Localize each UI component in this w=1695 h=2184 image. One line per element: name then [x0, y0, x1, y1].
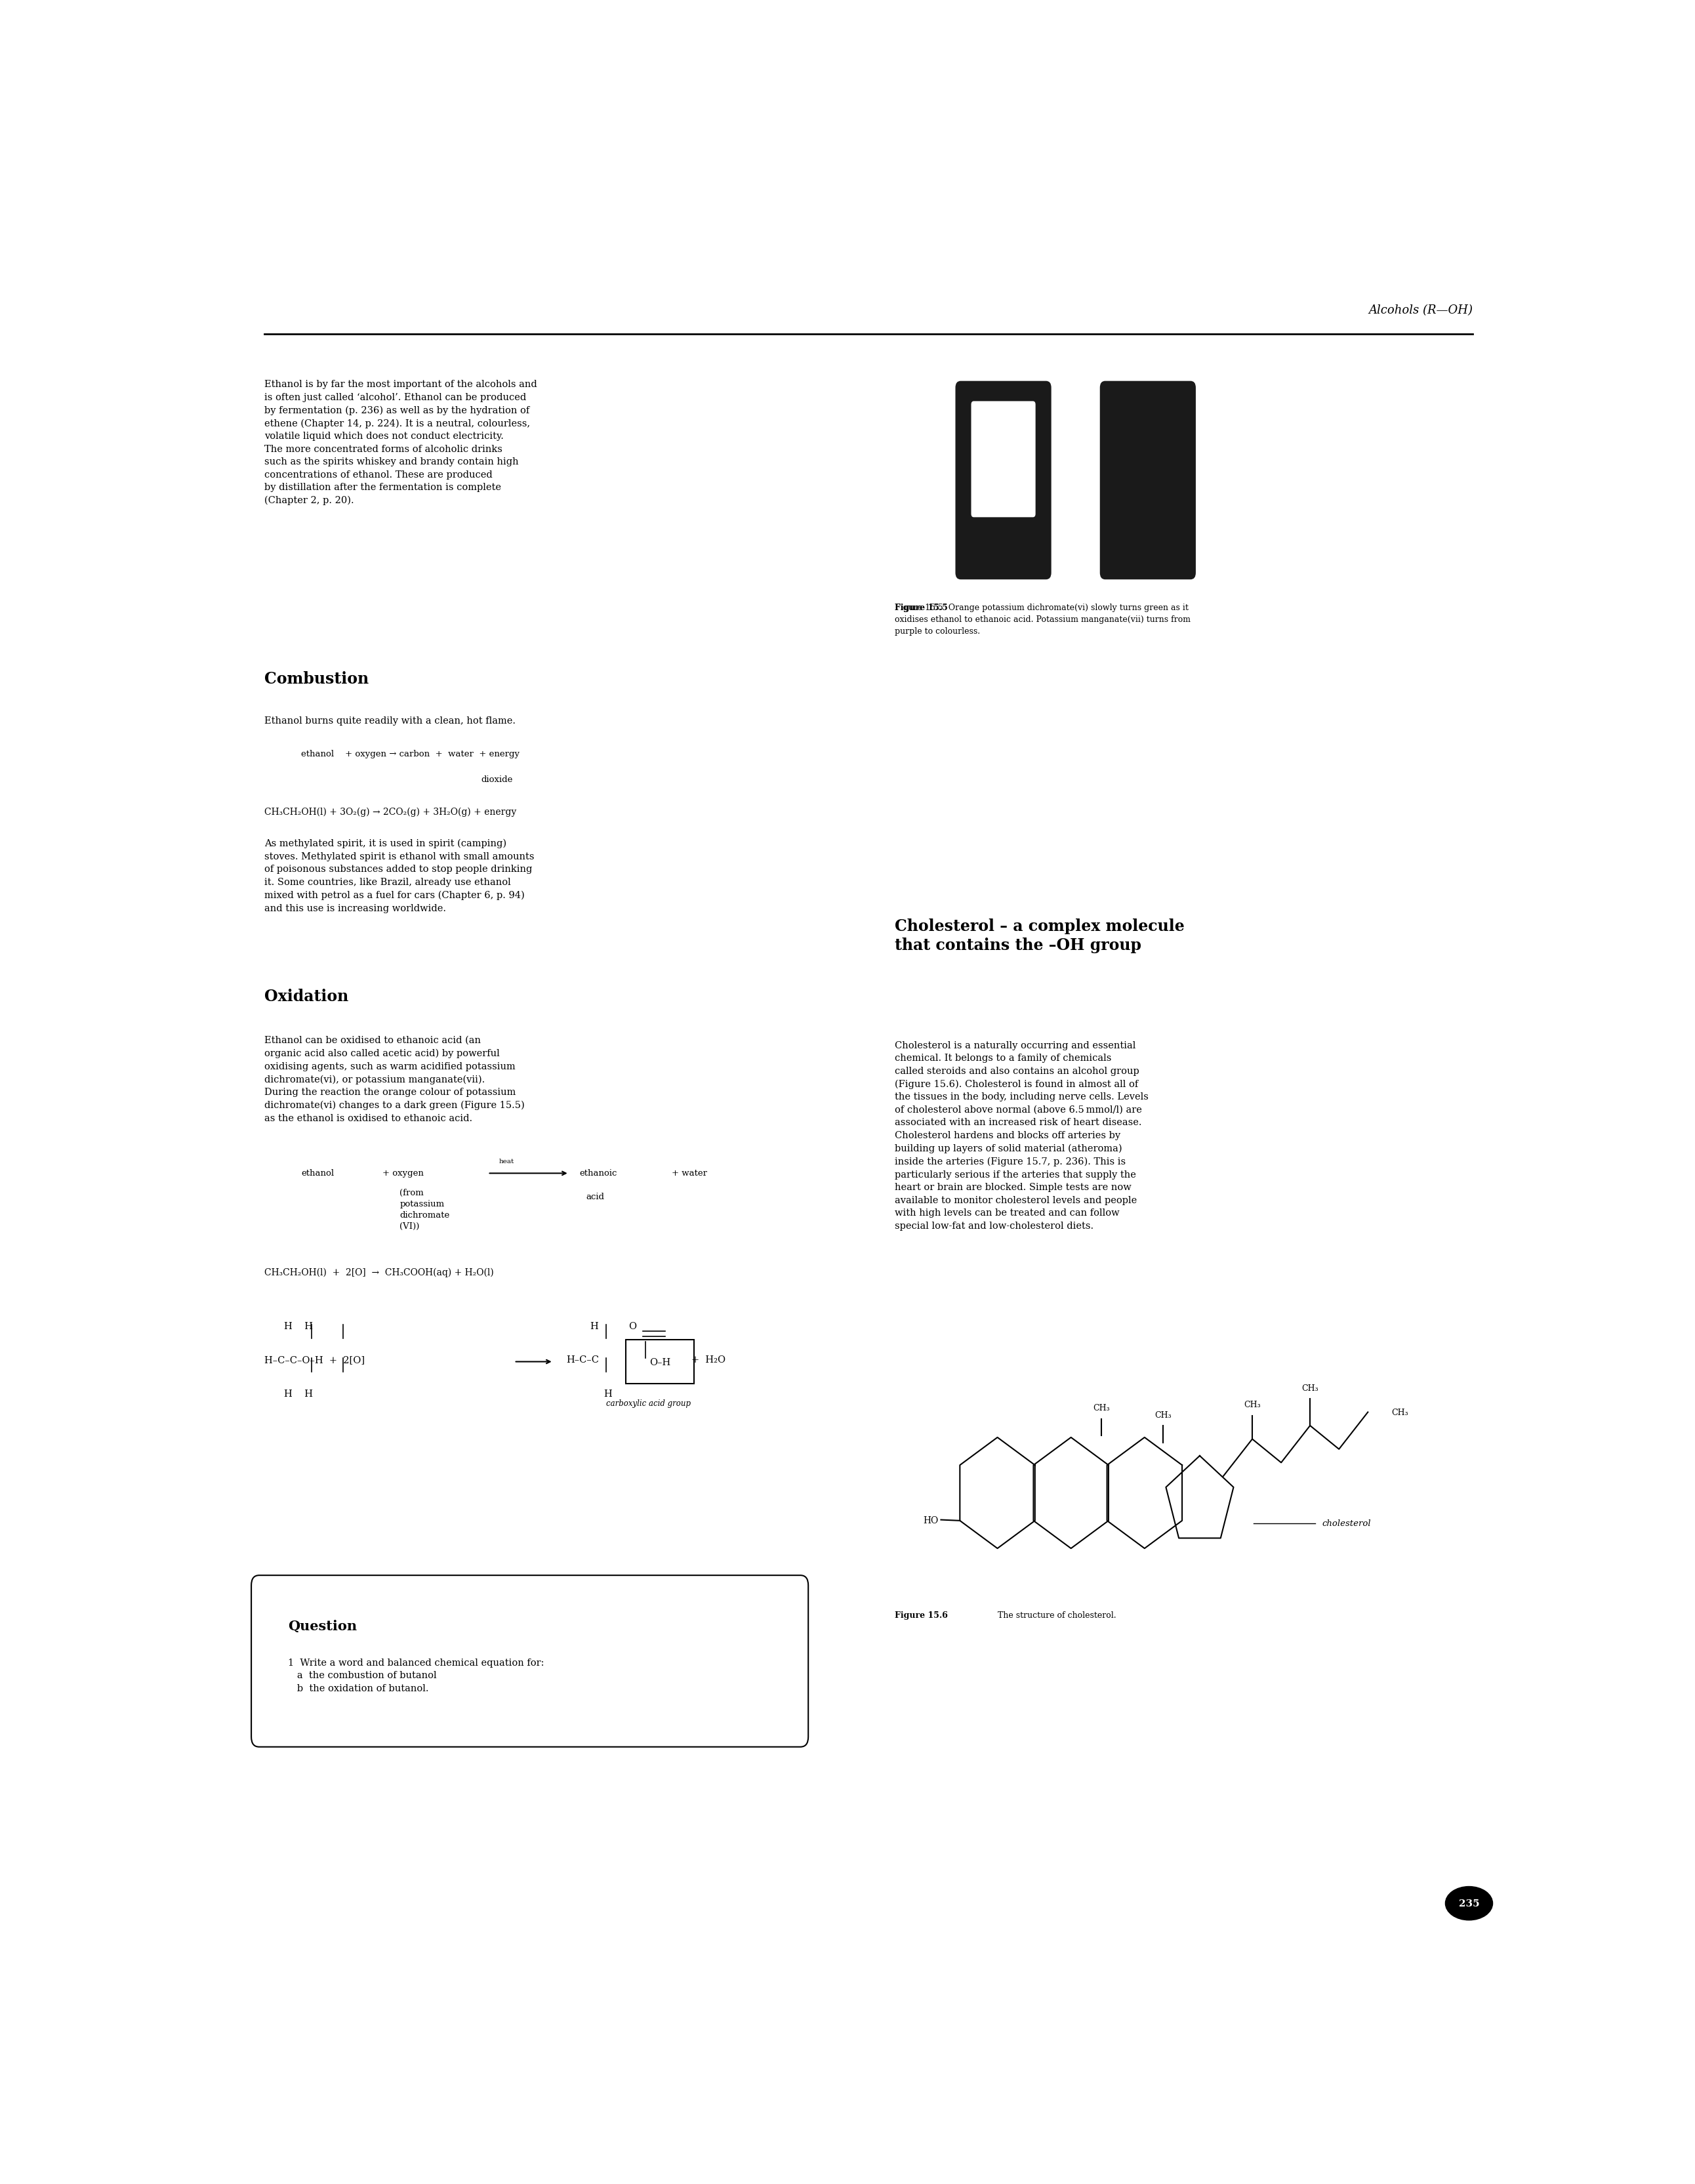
Text: H–C–C–O–H  +  2[O]: H–C–C–O–H + 2[O]	[264, 1354, 364, 1365]
Text: CH₃: CH₃	[1093, 1404, 1110, 1413]
Text: +  H₂O: + H₂O	[692, 1354, 725, 1365]
Text: Cholesterol is a naturally occurring and essential
chemical. It belongs to a fam: Cholesterol is a naturally occurring and…	[895, 1042, 1149, 1230]
Text: 1  Write a word and balanced chemical equation for:
   a  the combustion of buta: 1 Write a word and balanced chemical equ…	[288, 1658, 544, 1693]
Ellipse shape	[1446, 1887, 1493, 1920]
Text: dioxide: dioxide	[481, 775, 514, 784]
Text: + water: + water	[671, 1168, 707, 1177]
Text: ethanoic: ethanoic	[580, 1168, 617, 1177]
Text: cholesterol: cholesterol	[1322, 1520, 1371, 1527]
FancyBboxPatch shape	[251, 1575, 809, 1747]
Text: (from
potassium
dichromate
(VI)): (from potassium dichromate (VI))	[400, 1188, 449, 1230]
Text: CH₃: CH₃	[1244, 1400, 1261, 1409]
Text: As methylated spirit, it is used in spirit (camping)
stoves. Methylated spirit i: As methylated spirit, it is used in spir…	[264, 839, 534, 913]
Text: H–C–C: H–C–C	[566, 1354, 600, 1365]
Text: Figure 15.6: Figure 15.6	[895, 1612, 948, 1618]
Text: Oxidation: Oxidation	[264, 989, 349, 1005]
Text: CH₃CH₂OH(l) + 3O₂(g) → 2CO₂(g) + 3H₂O(g) + energy: CH₃CH₂OH(l) + 3O₂(g) → 2CO₂(g) + 3H₂O(g)…	[264, 806, 517, 817]
Text: Ethanol burns quite readily with a clean, hot flame.: Ethanol burns quite readily with a clean…	[264, 716, 515, 725]
Text: CH₃CH₂OH(l)  +  2[O]  →  CH₃COOH(aq) + H₂O(l): CH₃CH₂OH(l) + 2[O] → CH₃COOH(aq) + H₂O(l…	[264, 1267, 493, 1278]
Text: Combustion: Combustion	[264, 670, 370, 686]
Text: 235: 235	[1459, 1898, 1480, 1909]
FancyBboxPatch shape	[956, 382, 1051, 581]
Text: The structure of cholesterol.: The structure of cholesterol.	[997, 1612, 1115, 1618]
Text: heat: heat	[498, 1158, 514, 1164]
Text: Question: Question	[288, 1618, 358, 1631]
Text: Alcohols (R—OH): Alcohols (R—OH)	[1368, 304, 1473, 317]
Text: acid: acid	[586, 1192, 605, 1201]
Text: Ethanol can be oxidised to ethanoic acid (an
organic acid also called acetic aci: Ethanol can be oxidised to ethanoic acid…	[264, 1035, 525, 1123]
Ellipse shape	[1112, 529, 1185, 579]
Text: H: H	[603, 1389, 612, 1398]
Text: ethanol: ethanol	[302, 1168, 334, 1177]
Ellipse shape	[968, 529, 1039, 579]
Text: HO: HO	[924, 1516, 939, 1524]
Text: CH₃: CH₃	[1392, 1409, 1409, 1417]
FancyBboxPatch shape	[971, 402, 1036, 518]
Text: ethanol    + oxygen → carbon  +  water  + energy: ethanol + oxygen → carbon + water + ener…	[302, 749, 520, 758]
Text: H    H: H H	[285, 1321, 314, 1330]
Text: Figure 15.5: Figure 15.5	[895, 603, 948, 612]
Text: CH₃: CH₃	[1302, 1385, 1319, 1391]
Text: + oxygen: + oxygen	[383, 1168, 424, 1177]
Text: carboxylic acid group: carboxylic acid group	[607, 1400, 690, 1406]
Text: Ethanol is by far the most important of the alcohols and
is often just called ‘a: Ethanol is by far the most important of …	[264, 380, 537, 505]
Text: O–H: O–H	[649, 1356, 671, 1367]
FancyBboxPatch shape	[625, 1341, 693, 1385]
FancyBboxPatch shape	[1100, 382, 1195, 581]
Text: H          O: H O	[590, 1321, 637, 1330]
Text: Cholesterol – a complex molecule
that contains the –OH group: Cholesterol – a complex molecule that co…	[895, 917, 1185, 952]
Text: CH₃: CH₃	[1154, 1411, 1171, 1420]
Text: Figure 15.5  Orange potassium dichromate(vi) slowly turns green as it
oxidises e: Figure 15.5 Orange potassium dichromate(…	[895, 603, 1192, 636]
Text: H    H: H H	[285, 1389, 314, 1398]
